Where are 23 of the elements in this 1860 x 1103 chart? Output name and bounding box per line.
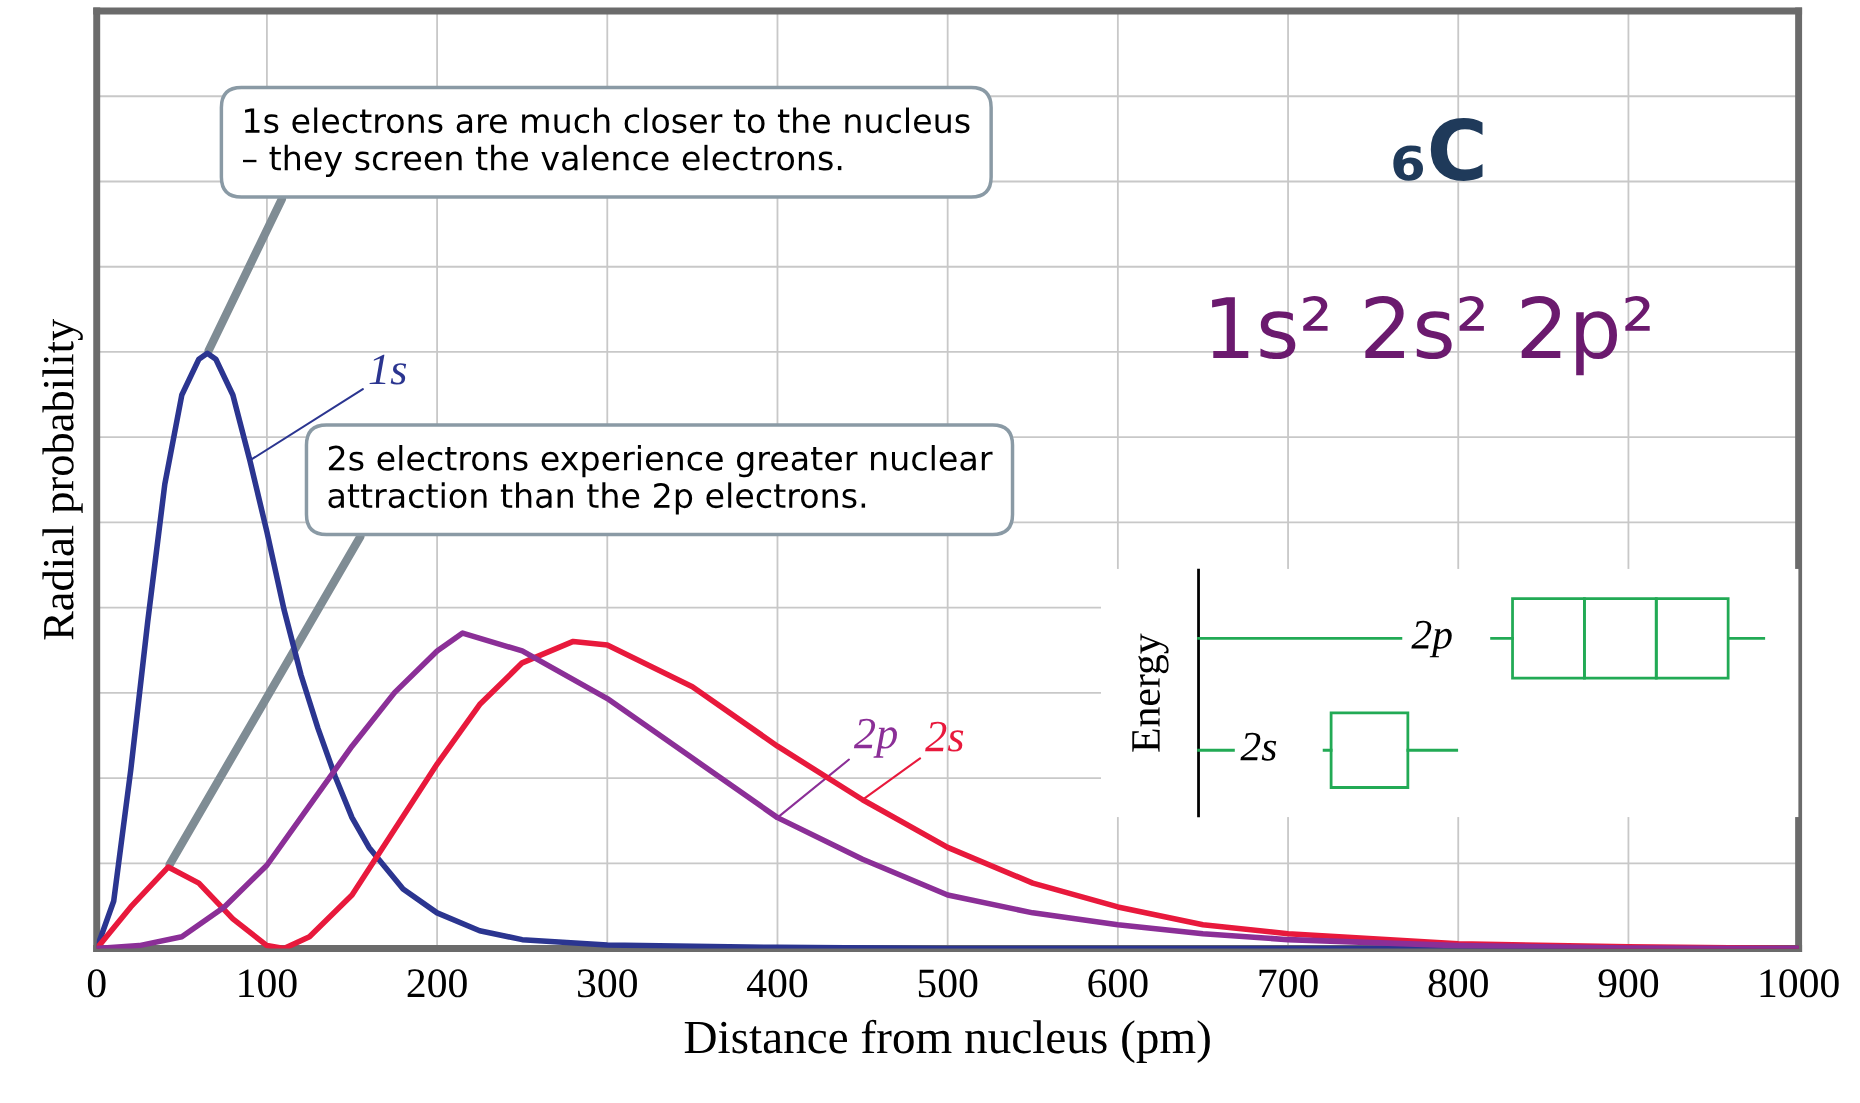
x-tick-label: 1000 <box>1760 969 1839 998</box>
x-tick-label: 400 <box>747 969 808 998</box>
x-tick-label: 900 <box>1598 969 1659 998</box>
annotation: 1s electrons are much closer to the nucleus – they screen the valence electrons. <box>243 107 970 178</box>
y-axis-title: Radial probability <box>42 318 83 640</box>
annotation: 2s electrons experience greater nuclear attraction than the 2p electrons. <box>328 445 993 515</box>
x-tick-label: 200 <box>407 969 467 998</box>
x-tick-label: 700 <box>1259 969 1318 998</box>
text: 1s <box>369 354 407 385</box>
x-tick-label: 500 <box>918 969 978 998</box>
x-tick-label: 600 <box>1088 969 1148 998</box>
x-tick-label: 100 <box>239 969 297 998</box>
x-tick-label: 300 <box>578 969 637 998</box>
x-axis-title: Distance from nucleus (pm) <box>684 1019 1210 1063</box>
series-label: 2s <box>925 721 964 752</box>
annotation: 2p <box>1411 620 1452 658</box>
annotation: 1s² 2s² 2p² <box>1212 296 1650 376</box>
text: ₆C <box>1393 117 1483 181</box>
x-tick-label: 0 <box>87 969 106 998</box>
annotation: 2s <box>1240 732 1277 761</box>
x-tick-label: 800 <box>1428 969 1488 998</box>
annotation: Energy <box>1132 633 1169 752</box>
series-label: 2p <box>853 718 897 758</box>
